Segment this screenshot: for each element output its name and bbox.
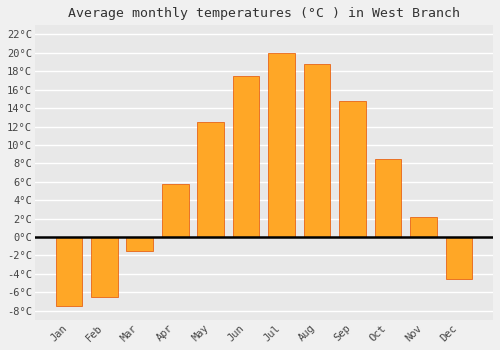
Title: Average monthly temperatures (°C ) in West Branch: Average monthly temperatures (°C ) in We… [68,7,460,20]
Bar [268,53,295,237]
Bar [446,237,472,279]
Bar [91,237,118,297]
Bar [126,237,153,251]
Bar [410,217,437,237]
Bar [198,122,224,237]
Bar [162,184,188,237]
Bar [56,237,82,306]
Bar [339,101,366,237]
Bar [304,64,330,237]
Bar [233,76,260,237]
Bar [374,159,402,237]
